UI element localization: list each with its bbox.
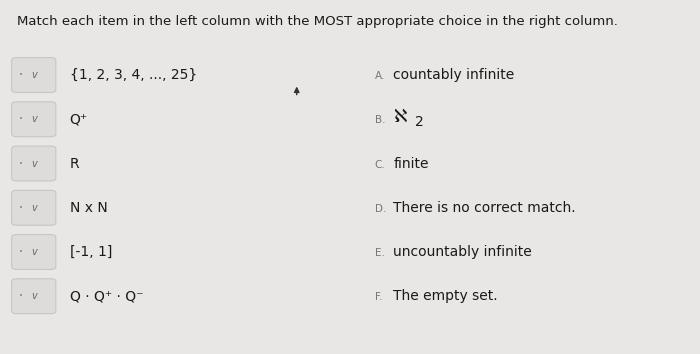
Text: E.: E. <box>374 248 384 258</box>
Text: The empty set.: The empty set. <box>393 289 498 303</box>
FancyBboxPatch shape <box>12 102 56 137</box>
Text: A.: A. <box>374 71 385 81</box>
Text: v: v <box>32 247 37 257</box>
Text: •: • <box>19 72 23 78</box>
Text: v: v <box>32 70 37 80</box>
Text: •: • <box>19 293 23 299</box>
Text: There is no correct match.: There is no correct match. <box>393 201 576 215</box>
Text: C.: C. <box>374 160 385 170</box>
Text: v: v <box>32 291 37 301</box>
Text: v: v <box>32 114 37 124</box>
FancyBboxPatch shape <box>12 146 56 181</box>
Text: •: • <box>19 160 23 166</box>
Text: D.: D. <box>374 204 386 214</box>
Text: •: • <box>19 205 23 211</box>
FancyBboxPatch shape <box>12 58 56 92</box>
Text: finite: finite <box>393 156 428 171</box>
FancyBboxPatch shape <box>12 190 56 225</box>
Text: •: • <box>19 116 23 122</box>
FancyBboxPatch shape <box>12 279 56 314</box>
Text: [-1, 1]: [-1, 1] <box>69 245 112 259</box>
Text: Q⁺: Q⁺ <box>69 112 88 126</box>
Text: Match each item in the left column with the MOST appropriate choice in the right: Match each item in the left column with … <box>17 15 617 28</box>
Text: v: v <box>32 203 37 213</box>
Text: B.: B. <box>374 115 385 126</box>
Text: uncountably infinite: uncountably infinite <box>393 245 532 259</box>
FancyBboxPatch shape <box>12 235 56 269</box>
Text: Q · Q⁺ · Q⁻: Q · Q⁺ · Q⁻ <box>69 289 143 303</box>
Text: F.: F. <box>374 292 382 302</box>
Text: ℵ: ℵ <box>393 108 407 126</box>
Text: 2: 2 <box>415 115 424 129</box>
Text: v: v <box>32 159 37 169</box>
Text: R: R <box>69 156 79 171</box>
Text: •: • <box>19 249 23 255</box>
Text: countably infinite: countably infinite <box>393 68 514 82</box>
Text: {1, 2, 3, 4, ..., 25}: {1, 2, 3, 4, ..., 25} <box>69 68 197 82</box>
Text: N x N: N x N <box>69 201 107 215</box>
